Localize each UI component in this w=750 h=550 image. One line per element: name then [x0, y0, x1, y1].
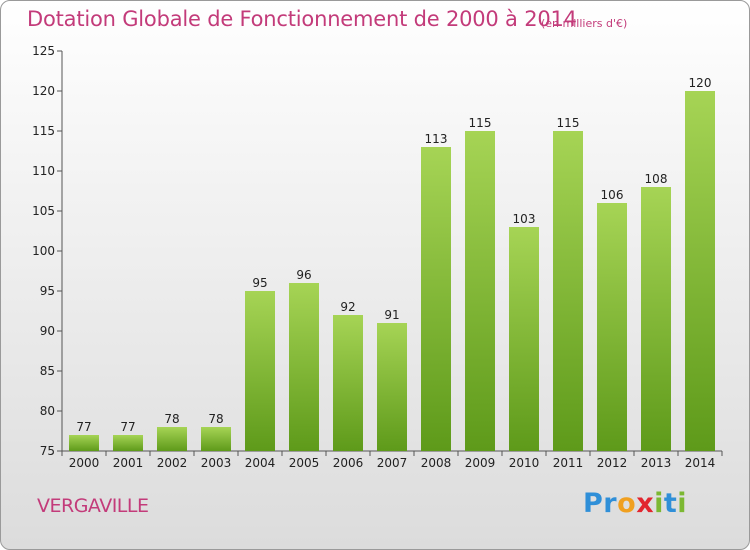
x-tick-label: 2012	[597, 456, 628, 470]
y-tick-label: 115	[32, 124, 55, 138]
x-tick-label: 2014	[685, 456, 716, 470]
x-tick-label: 2001	[113, 456, 144, 470]
bar[interactable]	[685, 91, 715, 451]
bar-value-label: 120	[689, 76, 712, 90]
x-tick-label: 2006	[333, 456, 364, 470]
x-tick-label: 2000	[69, 456, 100, 470]
bar[interactable]	[377, 323, 407, 451]
bar[interactable]	[597, 203, 627, 451]
bar[interactable]	[553, 131, 583, 451]
bar[interactable]	[245, 291, 275, 451]
bar-value-label: 115	[469, 116, 492, 130]
bar[interactable]	[157, 427, 187, 451]
y-tick-label: 85	[40, 364, 55, 378]
y-tick-label: 90	[40, 324, 55, 338]
bar[interactable]	[641, 187, 671, 451]
y-tick-label: 110	[32, 164, 55, 178]
chart-subtitle: (en milliers d'€)	[541, 17, 628, 30]
value-labels: 77 77 78 78 95 96 92 91 113 115 103 115 106 108 120	[76, 76, 711, 434]
y-tick-label: 100	[32, 244, 55, 258]
axes: 75 80 85 90 95 100 105 110 115 120 125 2000 2001 2002…	[32, 44, 723, 470]
x-tick-label: 2010	[509, 456, 540, 470]
bar-value-label: 96	[296, 268, 311, 282]
x-tick-label: 2005	[289, 456, 320, 470]
x-tick-label: 2003	[201, 456, 232, 470]
y-tick-label: 80	[40, 404, 55, 418]
bar[interactable]	[69, 435, 99, 451]
x-tick-label: 2009	[465, 456, 496, 470]
bar[interactable]	[509, 227, 539, 451]
logo-letter: i	[654, 488, 664, 519]
proxiti-logo[interactable]: Proxiti	[583, 488, 687, 519]
bar-value-label: 78	[164, 412, 179, 426]
bar[interactable]	[201, 427, 231, 451]
y-tick-label: 105	[32, 204, 55, 218]
x-tick-label: 2013	[641, 456, 672, 470]
bar-value-label: 103	[513, 212, 536, 226]
x-tick-label: 2004	[245, 456, 276, 470]
bar-value-label: 113	[425, 132, 448, 146]
bar-value-label: 115	[557, 116, 580, 130]
bar-value-label: 77	[120, 420, 135, 434]
logo-letter: x	[636, 488, 655, 519]
logo-letter: o	[617, 488, 637, 519]
bar-value-label: 106	[601, 188, 624, 202]
bar-value-label: 108	[645, 172, 668, 186]
bar[interactable]	[289, 283, 319, 451]
location-name: VERGAVILLE	[37, 495, 149, 517]
x-tick-label: 2007	[377, 456, 408, 470]
logo-letter: P	[583, 488, 604, 519]
x-tick-label: 2008	[421, 456, 452, 470]
bar[interactable]	[333, 315, 363, 451]
bars	[69, 91, 715, 451]
logo-letter: t	[663, 488, 678, 519]
bar-value-label: 78	[208, 412, 223, 426]
x-tick-label: 2011	[553, 456, 584, 470]
bar-value-label: 95	[252, 276, 267, 290]
y-tick-label: 125	[32, 44, 55, 58]
bar-value-label: 77	[76, 420, 91, 434]
y-tick-label: 120	[32, 84, 55, 98]
y-tick-label: 95	[40, 284, 55, 298]
bar[interactable]	[421, 147, 451, 451]
bar-value-label: 91	[384, 308, 399, 322]
logo-letter: i	[677, 488, 688, 519]
bar[interactable]	[465, 131, 495, 451]
y-tick-label: 75	[40, 444, 55, 458]
chart-title: Dotation Globale de Fonctionnement de 20…	[27, 7, 577, 31]
bar[interactable]	[113, 435, 143, 451]
logo-letter: r	[603, 488, 618, 519]
x-tick-label: 2002	[157, 456, 188, 470]
bar-value-label: 92	[340, 300, 355, 314]
